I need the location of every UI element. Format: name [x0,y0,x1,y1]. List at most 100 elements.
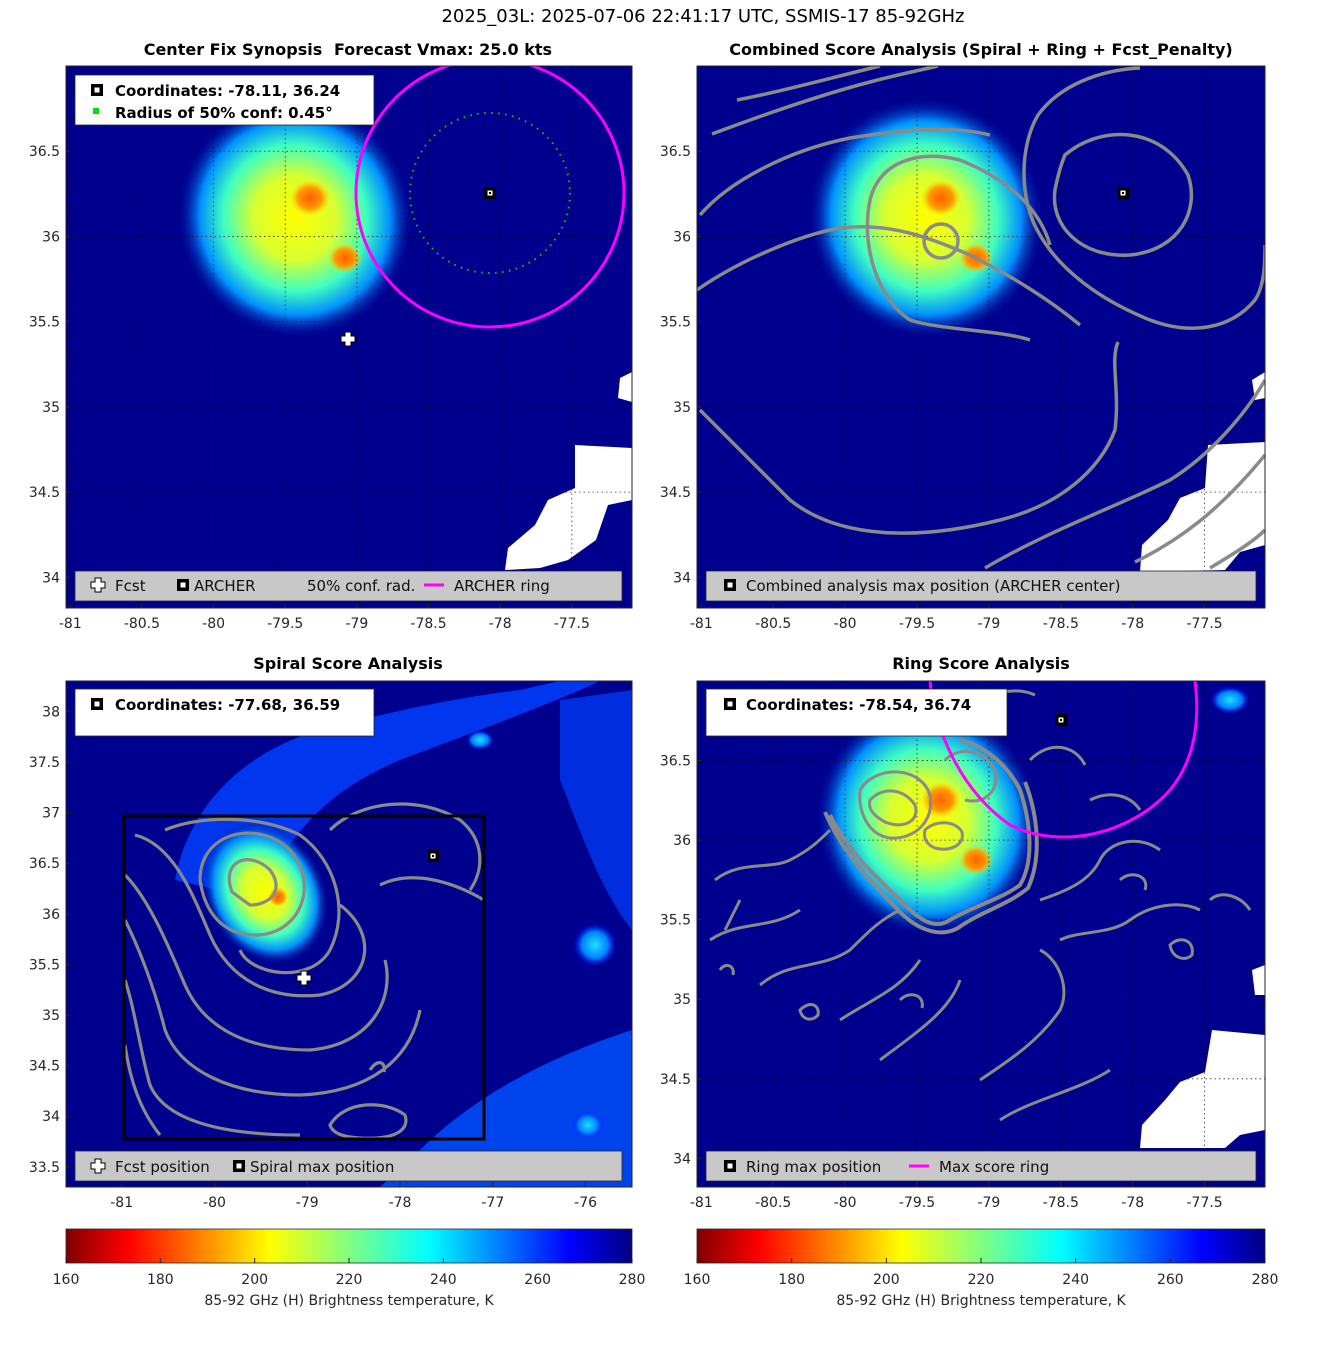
colorbar-tick-label: 200 [241,1272,268,1288]
cold-core [921,180,961,216]
land-mask [618,372,632,402]
y-tick-label: 36 [673,229,691,245]
cold-core [268,887,288,907]
cloud-band [380,1030,632,1187]
combined-score-contours [697,66,1265,570]
colorbar-tick-label: 280 [619,1272,646,1288]
panel-title-left: Center Fix Synopsis [144,40,323,59]
colorbar-left: 160 180 200 220 240 260 280 85-92 GHz (H) Brig… [53,1228,646,1309]
x-tick-label: -76 [574,1195,597,1211]
y-tick-label: 36.5 [29,856,60,872]
legend-item: Fcst position [115,1158,210,1176]
x-tick-label: -78 [1121,1195,1144,1211]
panel-title: Ring Score Analysis [892,654,1070,673]
combined-max-marker [1117,187,1129,199]
legend: Ring max position Max score ring [705,1150,1257,1182]
y-tick-label: 38 [42,704,60,720]
x-tick-label: -78 [489,616,512,632]
panel-title-right: Forecast Vmax: 25.0 kts [334,40,552,59]
cold-core [328,243,362,273]
x-tick-label: -80.5 [755,616,791,632]
x-tick-label: -80 [202,616,225,632]
plot-frame [696,680,1266,1188]
legend: Fcst ARCHER 50% conf. rad. ARCHER ring [74,570,623,602]
y-tick-label: 34.5 [29,1059,60,1075]
info-coordinates: Coordinates: -77.68, 36.59 [115,696,340,714]
panel-ring: Ring Score Analysis [660,654,1266,1211]
axis-ticks: -81 -80.5 -80 -79.5 -79 -78.5 -78 -77.5 34 34.5 35… [660,754,1223,1211]
y-tick-label: 33.5 [29,1160,60,1176]
x-tick-label: -81 [110,1195,133,1211]
legend-item: ARCHER [194,577,256,595]
x-tick-label: -81 [690,1195,713,1211]
axis-ticks: -81 -80 -79 -78 -77 -76 33.5 34 34.5 35 35.5 36 36.5… [29,704,597,1211]
x-tick-label: -78 [389,1195,412,1211]
colorbar [696,1228,1266,1264]
max-score-ring [928,681,1199,839]
x-tick-label: -79 [977,1195,1000,1211]
land-mask [1140,442,1265,572]
info-box: Coordinates: -78.11, 36.24 Radius of 50%… [74,74,375,126]
legend: Fcst position Spiral max position [74,1150,623,1182]
y-tick-label: 35 [42,400,60,416]
y-tick-label: 36.5 [660,144,691,160]
y-tick-label: 34 [673,570,691,586]
y-tick-label: 35.5 [29,315,60,331]
legend-item: Combined analysis max position (ARCHER c… [746,577,1120,595]
x-tick-label: -80.5 [755,1195,791,1211]
x-tick-label: -78.5 [1043,1195,1079,1211]
archer-center-marker [484,187,496,199]
y-tick-label: 37.5 [29,755,60,771]
y-tick-label: 36.5 [660,754,691,770]
y-tick-label: 34.5 [29,485,60,501]
axis-ticks: -81 -80.5 -80 -79.5 -79 -78.5 -78 -77.5 34 34.5 35… [29,144,590,632]
plot-frame [65,680,633,1188]
ring-max-marker [1055,714,1067,726]
cold-cloud-region [176,96,414,340]
land-mask [1140,1030,1265,1148]
x-tick-label: -78.5 [410,616,446,632]
panel-spiral: Spiral Score Analysis [29,654,633,1211]
panel-title: Spiral Score Analysis [253,654,443,673]
colorbar-tick-label: 180 [147,1272,174,1288]
axis-ticks: -81 -80.5 -80 -79.5 -79 -78.5 -78 -77.5 34 34.5 35… [660,144,1223,632]
x-tick-label: -79.5 [899,616,935,632]
colorbar-tick-label: 220 [968,1272,995,1288]
search-box [122,814,486,1141]
panel-synopsis: Center Fix Synopsis Forecast Vmax: 25.0 … [29,40,633,632]
x-tick-label: -81 [59,616,82,632]
y-tick-label: 36.5 [29,144,60,160]
bright-spot [1210,686,1250,714]
panel-title: Combined Score Analysis (Spiral + Ring +… [729,40,1232,59]
y-tick-label: 35.5 [29,957,60,973]
x-tick-label: -80 [834,616,857,632]
y-tick-label: 37 [42,806,60,822]
colorbar-tick-label: 220 [336,1272,363,1288]
archer-ring [354,66,626,329]
x-tick-label: -79 [977,616,1000,632]
colorbar-tick-label: 200 [873,1272,900,1288]
y-tick-label: 34.5 [660,485,691,501]
x-tick-label: -77.5 [1186,1195,1222,1211]
x-tick-label: -79 [296,1195,319,1211]
y-tick-label: 34.5 [660,1072,691,1088]
plot-frame [696,65,1266,609]
x-tick-label: -77.5 [1186,616,1222,632]
x-tick-label: -77.5 [554,616,590,632]
legend: Combined analysis max position (ARCHER c… [705,570,1257,602]
info-radius: Radius of 50% conf: 0.45° [115,104,333,122]
land-mask [505,445,632,570]
x-tick-label: -79 [345,616,368,632]
x-tick-label: -79.5 [267,616,303,632]
bright-spot [572,1111,604,1139]
x-tick-label: -77 [481,1195,504,1211]
x-tick-label: -80 [834,1195,857,1211]
colorbar-tick-label: 240 [430,1272,457,1288]
legend-item: Spiral max position [250,1158,394,1176]
colorbar-tick-label: 260 [1157,1272,1184,1288]
y-tick-label: 36 [673,833,691,849]
lat-lon-grid [697,66,1265,608]
y-tick-label: 34 [673,1151,691,1167]
x-tick-label: -78.5 [1043,616,1079,632]
